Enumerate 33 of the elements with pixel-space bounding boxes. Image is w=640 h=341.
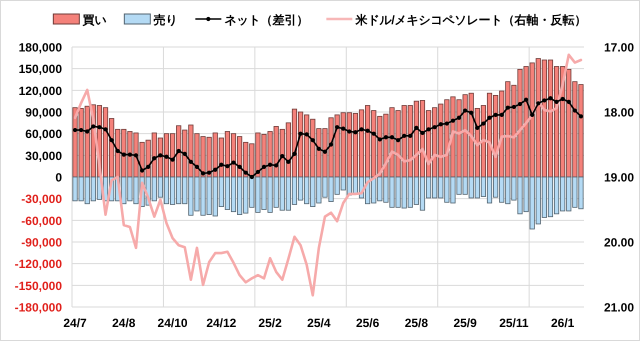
y2-tick-label: 20.00 xyxy=(604,236,634,250)
y-tick-label: 180,000 xyxy=(18,40,62,54)
legend-label: 米ドル/メキシコペソレート（右軸・反転） xyxy=(354,13,587,27)
y-tick-label: 60,000 xyxy=(25,127,62,142)
y-tick-label: -180,000 xyxy=(14,300,62,314)
x-tick-label: 25/4 xyxy=(307,316,331,330)
x-tick-label: 24/8 xyxy=(112,316,136,330)
x-tick-label: 25/6 xyxy=(356,316,380,330)
x-tick-label: 24/12 xyxy=(206,316,237,330)
x-tick-label: 24/10 xyxy=(158,316,188,330)
y2-tick-label: 18.00 xyxy=(604,106,634,120)
y2-tick-label: 17.00 xyxy=(604,40,634,54)
x-tick-label: 25/2 xyxy=(258,316,282,330)
y-tick-label: -150,000 xyxy=(14,278,62,293)
x-tick-label: 24/7 xyxy=(63,316,88,330)
y-tick-label: -30,000 xyxy=(21,192,62,206)
x-tick-label: 25/11 xyxy=(499,316,529,330)
x-tick-label: 25/9 xyxy=(453,316,478,330)
y-tick-label: 0 xyxy=(55,170,62,184)
y-tick-label: -60,000 xyxy=(21,214,62,228)
y-tick-label: -120,000 xyxy=(14,257,62,272)
x-tick-label: 26/1 xyxy=(550,316,575,330)
y-tick-label: -90,000 xyxy=(21,236,62,250)
legend-label: 買い xyxy=(81,13,106,27)
y-tick-label: 90,000 xyxy=(25,106,62,120)
legend-label: ネット（差引） xyxy=(224,13,308,27)
y2-tick-label: 21.00 xyxy=(604,300,634,314)
y-tick-label: 30,000 xyxy=(25,148,62,163)
x-tick-label: 25/8 xyxy=(404,316,428,330)
legend-label: 売り xyxy=(153,13,178,27)
y-tick-label: 120,000 xyxy=(18,84,62,98)
y2-tick-label: 19.00 xyxy=(604,170,634,184)
y-tick-label: 150,000 xyxy=(18,62,62,76)
